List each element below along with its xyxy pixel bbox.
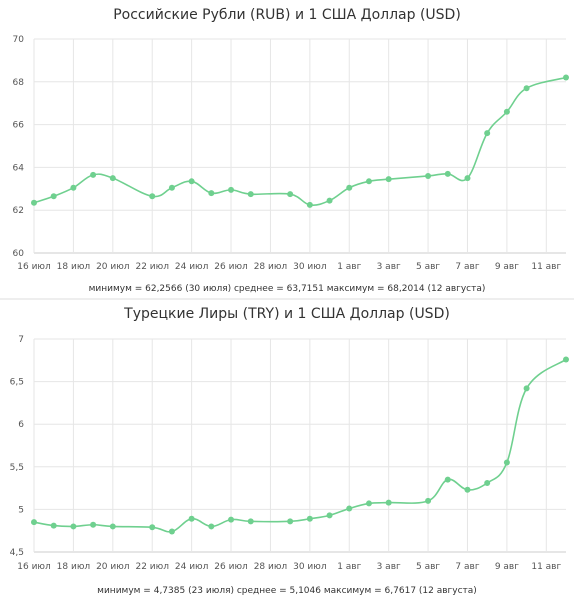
x-tick-label: 24 июл (175, 262, 209, 272)
data-point[interactable] (365, 178, 372, 185)
stats-caption: минимум = 62,2566 (30 июля) среднее = 63… (89, 284, 486, 294)
data-point[interactable] (523, 385, 530, 392)
y-tick-label: 5 (18, 505, 24, 515)
chart-title: Турецкие Лиры (TRY) и 1 США Доллар (USD) (123, 306, 450, 322)
x-tick-label: 20 июл (96, 562, 130, 572)
data-point[interactable] (188, 515, 195, 522)
y-tick-label: 68 (13, 78, 25, 88)
data-point[interactable] (109, 523, 116, 530)
data-point[interactable] (31, 199, 37, 206)
data-point[interactable] (90, 171, 97, 178)
x-tick-label: 9 авг (495, 562, 519, 572)
rub-usd-chart: Российские Рубли (RUB) и 1 США Доллар (U… (13, 7, 569, 294)
x-tick-label: 30 июл (293, 562, 327, 572)
x-tick-label: 1 авг (337, 562, 361, 572)
x-tick-label: 22 июл (135, 262, 169, 272)
data-point[interactable] (287, 518, 294, 525)
x-tick-label: 5 авг (416, 262, 440, 272)
y-tick-label: 66 (13, 121, 25, 131)
x-tick-label: 3 авг (377, 562, 401, 572)
data-point[interactable] (326, 512, 333, 519)
data-point[interactable] (70, 523, 77, 530)
x-tick-label: 28 июл (254, 562, 288, 572)
data-point[interactable] (346, 505, 353, 512)
data-point[interactable] (228, 186, 235, 193)
data-point[interactable] (385, 176, 392, 183)
x-tick-label: 9 авг (495, 262, 519, 272)
data-point[interactable] (484, 479, 491, 486)
data-point[interactable] (306, 201, 313, 208)
data-point[interactable] (425, 497, 432, 504)
x-tick-label: 22 июл (135, 562, 169, 572)
y-tick-label: 60 (13, 249, 25, 259)
y-tick-label: 64 (13, 163, 25, 173)
y-tick-label: 4,5 (10, 548, 24, 558)
data-point[interactable] (503, 108, 510, 115)
data-point[interactable] (109, 175, 116, 182)
data-point[interactable] (306, 515, 313, 522)
data-point[interactable] (425, 172, 432, 179)
x-tick-label: 20 июл (96, 262, 130, 272)
data-point[interactable] (444, 170, 451, 177)
data-point[interactable] (346, 184, 353, 191)
x-tick-label: 30 июл (293, 262, 327, 272)
x-tick-label: 16 июл (17, 562, 51, 572)
chart-title: Российские Рубли (RUB) и 1 США Доллар (U… (113, 7, 461, 23)
x-tick-label: 26 июл (214, 562, 248, 572)
data-point[interactable] (385, 499, 392, 506)
data-point[interactable] (365, 500, 372, 507)
x-tick-label: 3 авг (377, 262, 401, 272)
x-tick-label: 7 авг (455, 262, 479, 272)
data-point[interactable] (523, 85, 530, 92)
data-point[interactable] (484, 130, 491, 137)
try-usd-chart: Турецкие Лиры (TRY) и 1 США Доллар (USD)… (10, 306, 569, 596)
stats-caption: минимум = 4,7385 (23 июля) среднее = 5,1… (97, 586, 477, 596)
data-point[interactable] (247, 191, 254, 198)
x-tick-label: 1 авг (337, 262, 361, 272)
x-tick-label: 5 авг (416, 562, 440, 572)
data-point[interactable] (208, 190, 215, 197)
data-point[interactable] (464, 486, 471, 493)
x-tick-label: 26 июл (214, 262, 248, 272)
x-tick-label: 18 июл (57, 262, 91, 272)
y-tick-label: 62 (13, 206, 24, 216)
data-point[interactable] (168, 184, 175, 191)
data-point[interactable] (563, 74, 569, 81)
y-tick-label: 5,5 (10, 463, 24, 473)
data-point[interactable] (326, 197, 333, 204)
data-point[interactable] (208, 523, 215, 530)
x-tick-label: 28 июл (254, 262, 288, 272)
data-point[interactable] (503, 459, 510, 466)
y-tick-label: 7 (18, 335, 24, 345)
data-point[interactable] (149, 193, 156, 200)
data-point[interactable] (188, 178, 195, 185)
x-tick-label: 7 авг (455, 562, 479, 572)
x-tick-label: 16 июл (17, 262, 51, 272)
data-point[interactable] (287, 191, 294, 198)
data-point[interactable] (50, 522, 57, 529)
data-point[interactable] (50, 193, 57, 200)
data-point[interactable] (149, 524, 156, 531)
x-tick-label: 24 июл (175, 562, 209, 572)
y-tick-label: 6,5 (10, 378, 24, 388)
data-point[interactable] (228, 516, 235, 523)
data-point[interactable] (90, 521, 97, 528)
x-tick-label: 11 авг (531, 262, 561, 272)
y-tick-label: 70 (13, 35, 25, 45)
x-tick-label: 11 авг (531, 562, 561, 572)
data-point[interactable] (444, 476, 451, 483)
data-point[interactable] (70, 184, 77, 191)
x-tick-label: 18 июл (57, 562, 91, 572)
data-point[interactable] (464, 175, 471, 182)
data-point[interactable] (168, 528, 175, 535)
y-tick-label: 6 (18, 420, 24, 430)
data-point[interactable] (31, 519, 37, 526)
series-line (33, 76, 567, 206)
data-point[interactable] (563, 356, 569, 363)
series-line (33, 358, 567, 533)
data-point[interactable] (247, 518, 254, 525)
